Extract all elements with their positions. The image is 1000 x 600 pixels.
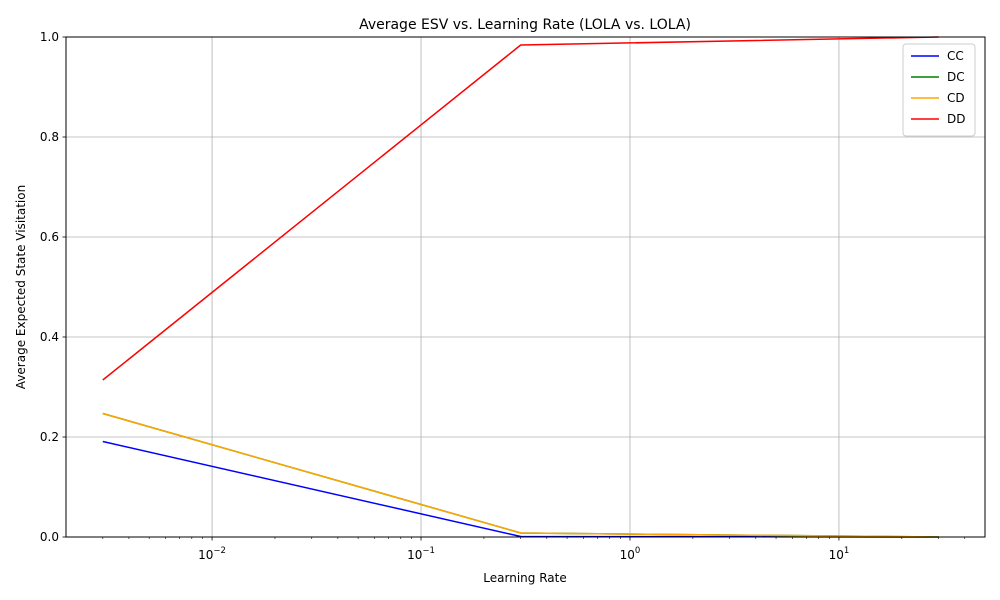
y-tick-label: 0.6 — [40, 230, 59, 244]
chart-title: Average ESV vs. Learning Rate (LOLA vs. … — [359, 17, 691, 33]
legend: CC DC CD DD — [903, 44, 975, 136]
y-tick-label: 1.0 — [40, 30, 59, 44]
x-axis-label: Learning Rate — [483, 571, 566, 585]
y-axis-label: Average Expected State Visitation — [14, 185, 28, 389]
y-tick-label: 0.8 — [40, 130, 59, 144]
y-tick-label: 0.2 — [40, 430, 59, 444]
legend-label-cc: CC — [947, 49, 964, 63]
y-tick-label: 0.0 — [40, 530, 59, 544]
legend-label-dd: DD — [947, 112, 965, 126]
y-tick-label: 0.4 — [40, 330, 59, 344]
legend-label-dc: DC — [947, 70, 965, 84]
legend-label-cd: CD — [947, 91, 965, 105]
